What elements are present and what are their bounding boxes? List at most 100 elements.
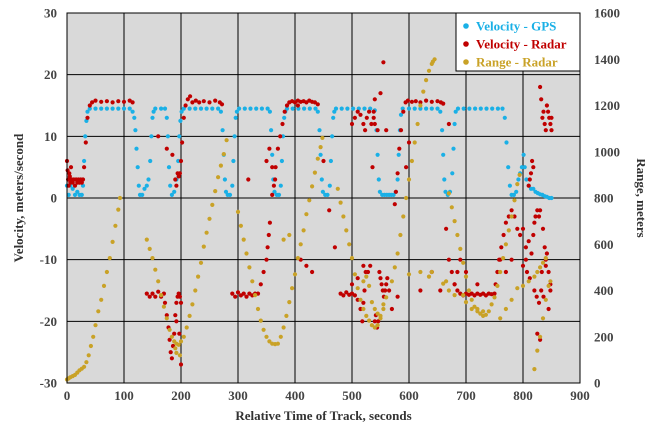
- data-point: [393, 189, 398, 194]
- data-point: [267, 220, 272, 225]
- legend-box: [455, 12, 581, 72]
- data-point: [177, 331, 182, 336]
- data-point: [173, 346, 178, 351]
- data-point: [234, 109, 239, 114]
- data-point: [540, 316, 546, 321]
- data-point: [278, 334, 283, 339]
- data-point: [70, 186, 75, 191]
- data-point: [401, 109, 406, 114]
- data-point: [235, 209, 241, 214]
- data-point: [426, 274, 432, 279]
- data-point: [284, 103, 290, 108]
- y2-tick-label: 800: [594, 191, 614, 206]
- y2-axis-title: Range, meters: [634, 158, 645, 237]
- data-point: [395, 171, 400, 176]
- data-point: [317, 128, 322, 133]
- data-point: [140, 192, 145, 197]
- data-point: [318, 145, 323, 150]
- data-point: [261, 269, 266, 275]
- data-point: [270, 165, 275, 170]
- data-point: [362, 106, 367, 111]
- data-point: [543, 128, 548, 133]
- data-point: [325, 192, 330, 197]
- data-point: [104, 106, 109, 111]
- data-point: [421, 89, 426, 94]
- data-point: [544, 103, 550, 108]
- data-point: [344, 228, 349, 233]
- data-point: [503, 242, 508, 247]
- data-point: [82, 158, 87, 164]
- data-point: [381, 60, 386, 65]
- data-point: [384, 282, 389, 287]
- data-point: [521, 152, 526, 157]
- data-point: [135, 165, 140, 170]
- data-point: [80, 177, 86, 182]
- legend-marker: [463, 23, 469, 29]
- data-point: [546, 109, 551, 114]
- data-point: [332, 109, 337, 114]
- data-point: [166, 165, 172, 170]
- data-point: [196, 274, 201, 279]
- data-point: [149, 134, 154, 139]
- data-point: [424, 78, 429, 83]
- data-point: [515, 182, 520, 187]
- data-point: [284, 106, 290, 111]
- data-point: [244, 251, 249, 256]
- x-tick-label: 400: [285, 388, 305, 403]
- data-point: [216, 175, 221, 180]
- data-point: [389, 306, 394, 312]
- data-point: [455, 106, 461, 111]
- data-point: [455, 269, 460, 275]
- data-point: [367, 109, 372, 114]
- data-point: [271, 183, 276, 188]
- data-point: [412, 106, 417, 111]
- data-point: [68, 165, 74, 170]
- data-point: [392, 265, 397, 270]
- data-point: [371, 109, 376, 114]
- data-point: [527, 177, 532, 182]
- data-point: [349, 282, 355, 287]
- data-point: [264, 257, 269, 262]
- data-point: [549, 195, 554, 201]
- data-point: [489, 302, 494, 307]
- y-tick-label: 30: [44, 6, 57, 21]
- data-point: [264, 334, 269, 339]
- data-point: [540, 115, 545, 120]
- data-point: [287, 300, 292, 305]
- data-point: [136, 183, 141, 188]
- data-point: [247, 265, 252, 270]
- data-point: [370, 165, 375, 170]
- data-point: [361, 306, 366, 312]
- x-tick-label: 900: [570, 388, 590, 403]
- data-point: [426, 68, 432, 73]
- data-point: [241, 237, 246, 242]
- x-tick-label: 300: [228, 388, 248, 403]
- data-point: [398, 112, 404, 117]
- data-point: [187, 313, 192, 318]
- data-point: [315, 109, 320, 114]
- data-point: [216, 106, 221, 111]
- data-point: [452, 121, 457, 127]
- data-point: [147, 246, 152, 251]
- data-point: [450, 171, 455, 176]
- data-point: [475, 306, 480, 312]
- data-point: [72, 192, 78, 197]
- data-point: [179, 109, 184, 114]
- data-point: [307, 198, 312, 203]
- data-point: [164, 316, 169, 321]
- data-point: [367, 318, 372, 323]
- data-point: [292, 272, 298, 277]
- data-point: [538, 334, 543, 339]
- data-point: [395, 177, 400, 182]
- data-point: [345, 106, 350, 111]
- data-point: [99, 106, 104, 111]
- data-point: [349, 121, 355, 127]
- series-layer: [64, 57, 554, 382]
- data-point: [377, 269, 382, 275]
- data-point: [230, 291, 235, 296]
- data-point: [99, 99, 104, 104]
- data-point: [162, 106, 168, 111]
- data-point: [463, 300, 469, 305]
- x-tick-label: 100: [114, 388, 134, 403]
- data-point: [90, 100, 95, 105]
